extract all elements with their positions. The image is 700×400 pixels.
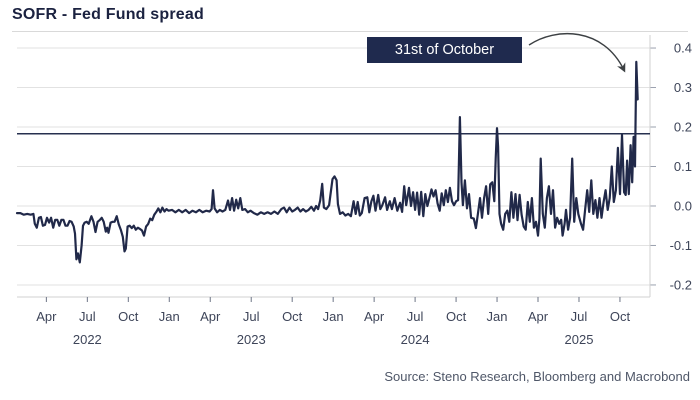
svg-text:0.3: 0.3	[674, 80, 692, 95]
y-axis-labels: 0.4 0.3 0.2 0.1 0.0 -0.1 -0.2	[650, 41, 692, 292]
svg-text:Apr: Apr	[528, 309, 549, 324]
svg-text:Apr: Apr	[36, 309, 57, 324]
svg-text:-0.2: -0.2	[670, 277, 692, 292]
svg-text:Jan: Jan	[323, 309, 344, 324]
svg-text:2022: 2022	[73, 332, 102, 347]
svg-text:Jul: Jul	[243, 309, 260, 324]
svg-text:-0.1: -0.1	[670, 238, 692, 253]
svg-text:Jan: Jan	[159, 309, 180, 324]
svg-text:Oct: Oct	[118, 309, 139, 324]
chart-title: SOFR - Fed Fund spread	[12, 6, 204, 23]
svg-text:0.2: 0.2	[674, 120, 692, 135]
svg-text:Jul: Jul	[407, 309, 424, 324]
svg-text:Oct: Oct	[282, 309, 303, 324]
svg-text:Jan: Jan	[487, 309, 508, 324]
svg-text:2025: 2025	[565, 332, 594, 347]
grid-lines	[17, 47, 650, 286]
svg-text:0.0: 0.0	[674, 198, 692, 213]
annotation-arrow	[528, 32, 626, 73]
svg-text:Apr: Apr	[200, 309, 221, 324]
annotation-callout: 31st of October	[367, 37, 522, 63]
svg-text:0.1: 0.1	[674, 159, 692, 174]
svg-text:Jul: Jul	[79, 309, 96, 324]
svg-text:Oct: Oct	[610, 309, 631, 324]
source-credit: Source: Steno Research, Bloomberg and Ma…	[384, 369, 690, 384]
svg-text:0.4: 0.4	[674, 41, 692, 56]
svg-text:2024: 2024	[401, 332, 430, 347]
x-axis-labels: Apr Jul Oct Jan Apr Jul Oct Jan Apr Jul Oct Jan Apr J…	[36, 297, 630, 347]
svg-text:Apr: Apr	[364, 309, 385, 324]
title-divider	[12, 31, 688, 32]
svg-text:Oct: Oct	[446, 309, 467, 324]
svg-text:Jul: Jul	[571, 309, 588, 324]
series-line	[15, 60, 639, 264]
svg-text:2023: 2023	[237, 332, 266, 347]
